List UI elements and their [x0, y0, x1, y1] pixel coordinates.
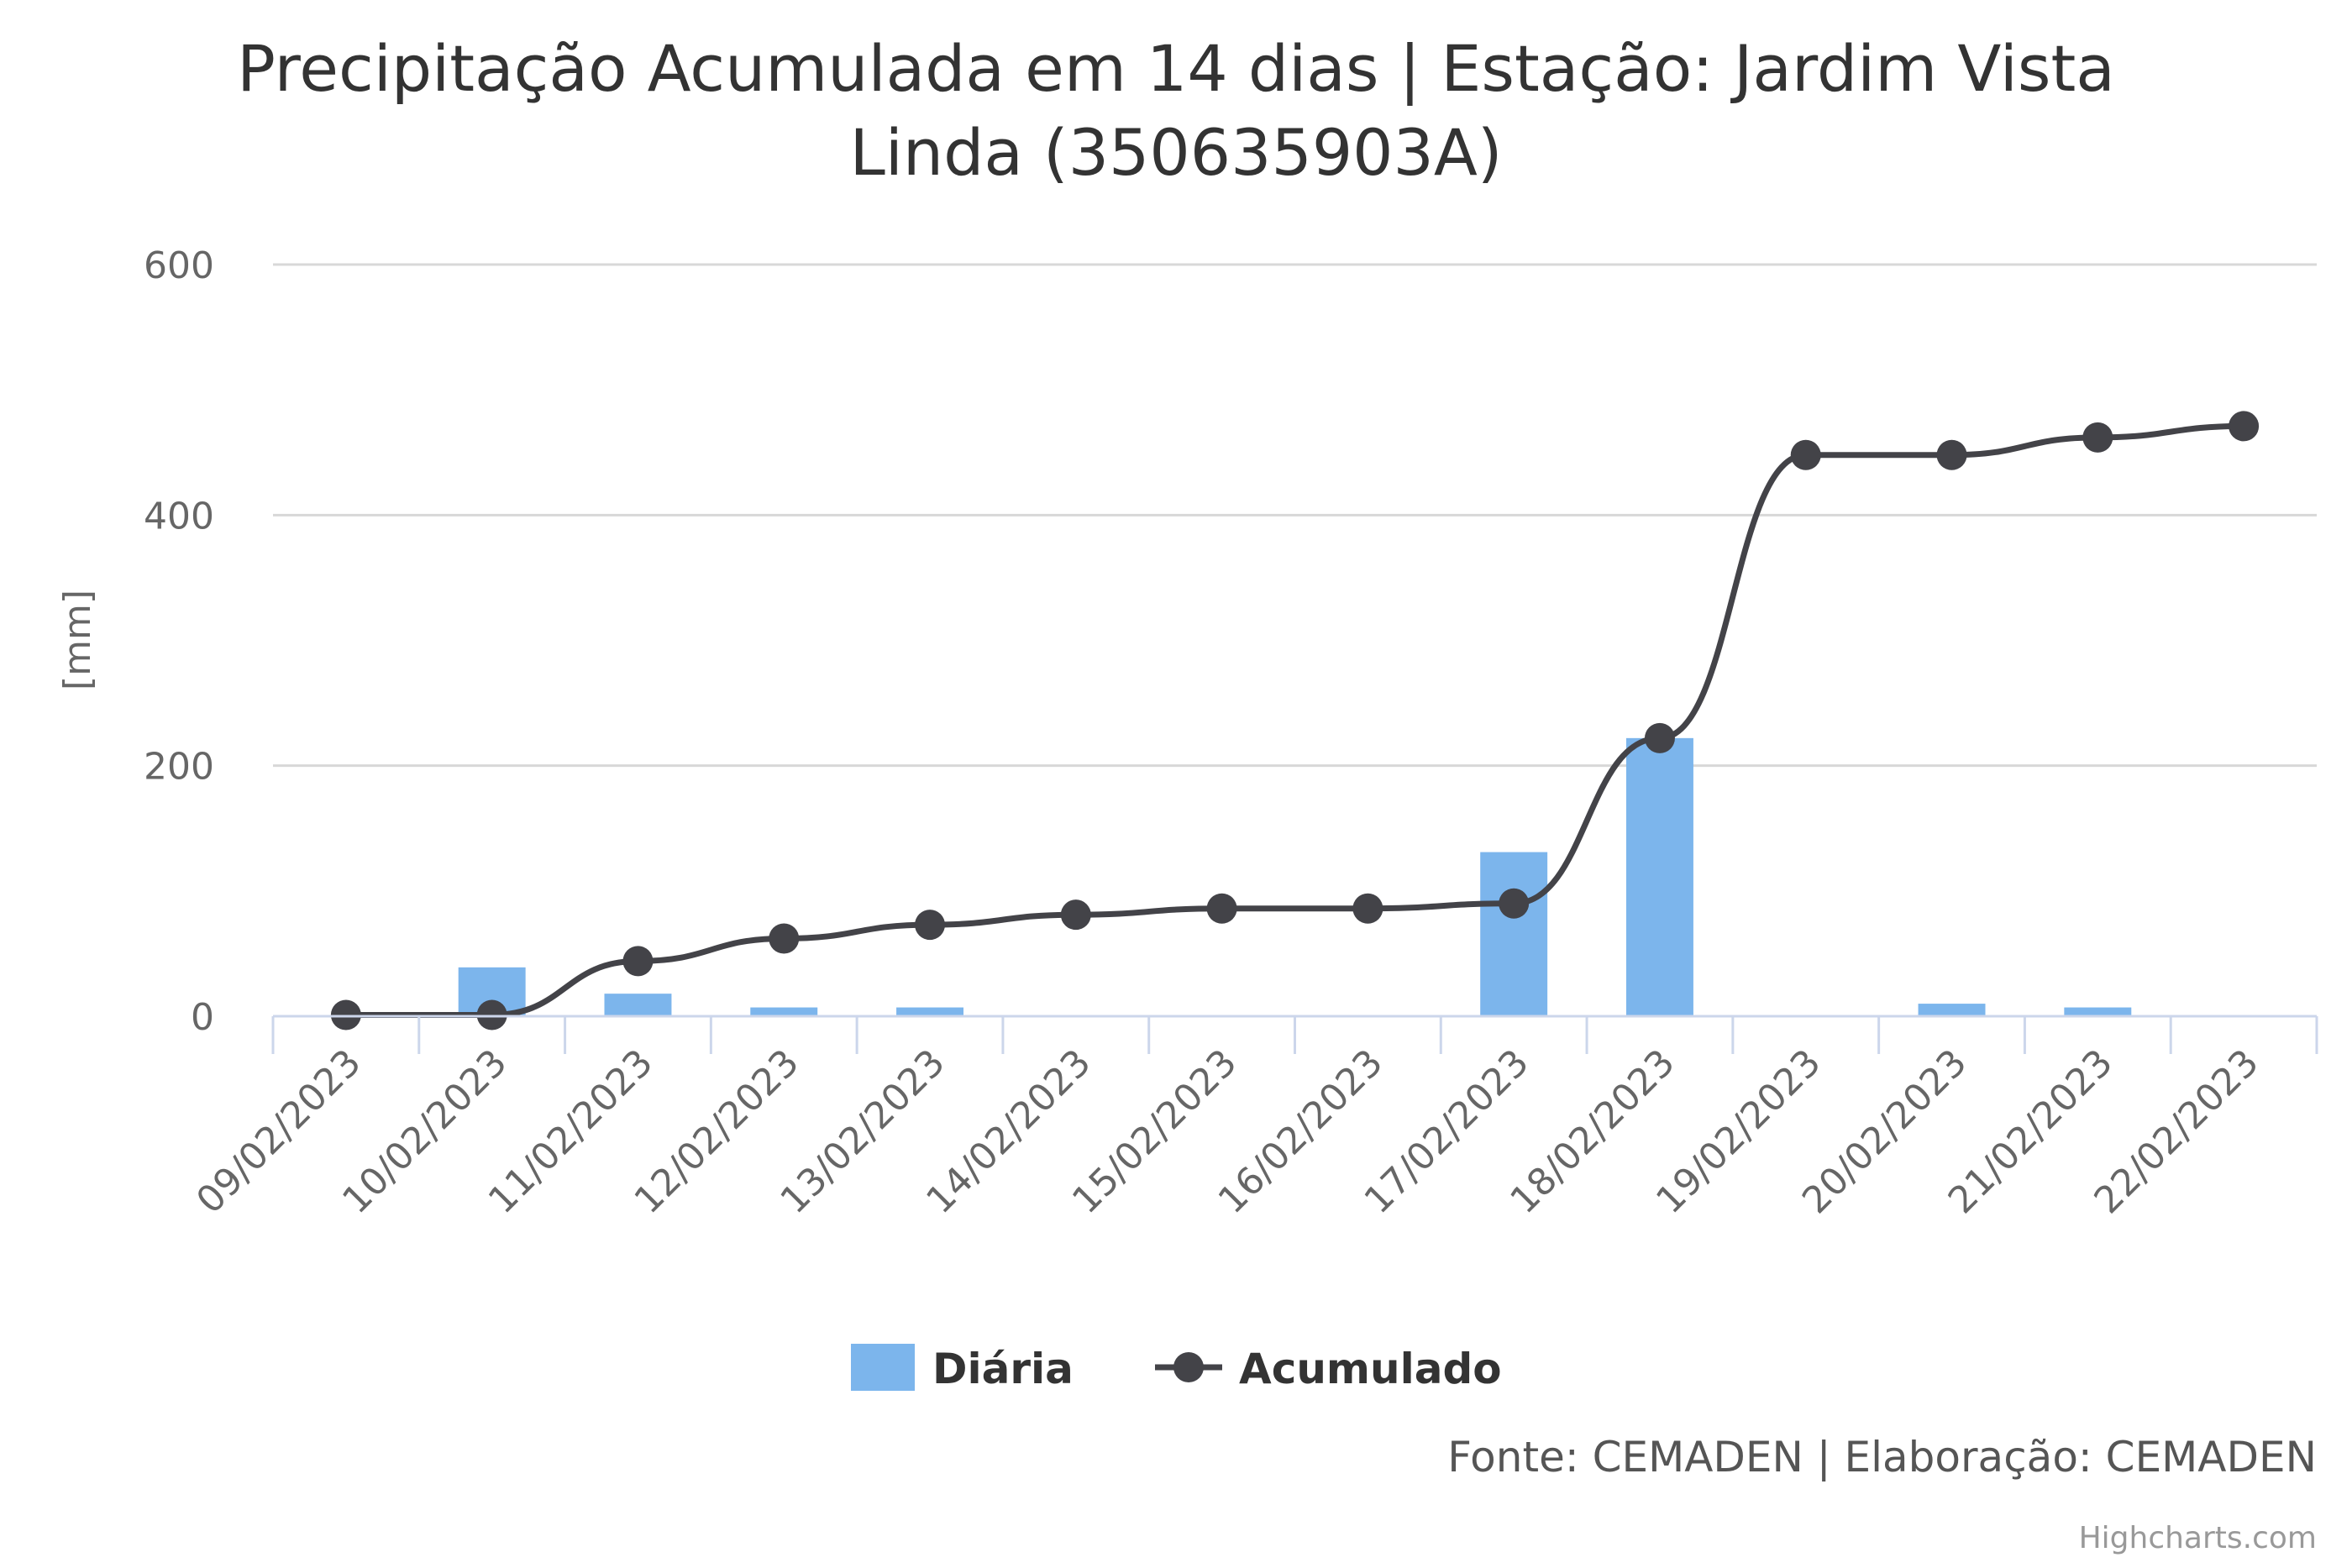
- bar-di-ria-2[interactable]: [604, 994, 672, 1016]
- chart-title-line-2: Linda (350635903A): [849, 115, 1502, 190]
- legend-label-diaria: Diária: [932, 1345, 1074, 1393]
- point-acumulado-6[interactable]: [1206, 893, 1237, 924]
- legend: Diária Acumulado: [851, 1344, 1502, 1393]
- bar-di-ria-4[interactable]: [896, 1007, 964, 1016]
- legend-swatch-diaria: [851, 1344, 915, 1391]
- point-acumulado-7[interactable]: [1352, 893, 1383, 924]
- legend-marker-acumulado: [1173, 1352, 1204, 1382]
- y-axis-ticks: 0 200 400 600: [144, 244, 214, 1039]
- y-tick-label-0: 0: [191, 996, 214, 1039]
- point-acumulado-11[interactable]: [1936, 439, 1967, 470]
- point-acumulado-5[interactable]: [1060, 899, 1091, 931]
- series-diaria: [458, 737, 2132, 1016]
- y-tick-label-200: 200: [144, 746, 214, 789]
- point-acumulado-3[interactable]: [769, 923, 800, 954]
- x-axis: 09/02/202310/02/202311/02/202312/02/2023…: [188, 1015, 2318, 1222]
- bar-di-ria-8[interactable]: [1480, 852, 1548, 1016]
- point-acumulado-8[interactable]: [1499, 888, 1530, 919]
- gridlines: [273, 263, 2317, 768]
- legend-item-acumulado[interactable]: Acumulado: [1155, 1345, 1502, 1393]
- legend-item-diaria[interactable]: Diária: [851, 1344, 1074, 1393]
- bar-di-ria-3[interactable]: [750, 1007, 818, 1016]
- bar-di-ria-12[interactable]: [2064, 1007, 2132, 1016]
- bar-di-ria-9[interactable]: [1625, 737, 1693, 1016]
- point-acumulado-4[interactable]: [915, 910, 946, 941]
- point-acumulado-12[interactable]: [2082, 422, 2113, 453]
- legend-label-acumulado: Acumulado: [1239, 1345, 1502, 1393]
- bar-di-ria-11[interactable]: [1918, 1004, 1986, 1016]
- chart-title: Precipitação Acumulada em 14 dias | Esta…: [237, 31, 2115, 190]
- y-axis-label: [mm]: [56, 590, 99, 690]
- y-tick-label-400: 400: [144, 495, 214, 538]
- chart-title-line-1: Precipitação Acumulada em 14 dias | Esta…: [237, 31, 2115, 107]
- point-acumulado-2[interactable]: [622, 946, 654, 977]
- point-acumulado-10[interactable]: [1790, 439, 1821, 470]
- point-acumulado-9[interactable]: [1644, 722, 1675, 753]
- credits-link[interactable]: Highcharts.com: [2079, 1521, 2317, 1555]
- series-acumulado: [330, 411, 2260, 1030]
- source-caption: Fonte: CEMADEN | Elaboração: CEMADEN: [1447, 1433, 2317, 1481]
- point-acumulado-13[interactable]: [2229, 411, 2260, 442]
- y-tick-label-600: 600: [144, 244, 214, 287]
